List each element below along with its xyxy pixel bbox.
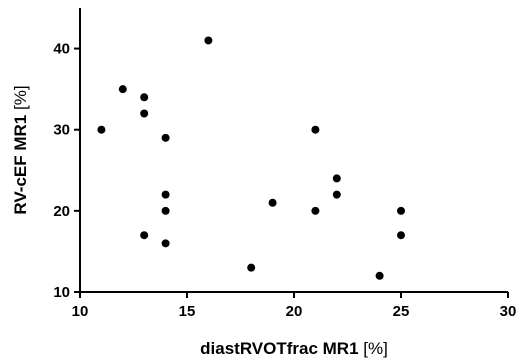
data-point	[268, 198, 277, 207]
data-point	[161, 190, 170, 199]
x-axis-title: diastRVOTfrac MR1 [%]	[200, 339, 388, 358]
data-points	[97, 36, 405, 280]
data-point	[247, 263, 256, 272]
y-axis-title-unit: [%]	[11, 85, 30, 110]
data-point	[161, 133, 170, 142]
y-tick-label: 40	[53, 41, 70, 58]
x-axis-title-main: diastRVOTfrac MR1	[200, 339, 358, 358]
x-ticks: 10 15 20 25 30	[72, 292, 517, 320]
y-tick-label: 10	[53, 284, 70, 301]
data-point	[311, 125, 320, 134]
data-point	[140, 231, 149, 240]
data-point	[161, 239, 170, 248]
axes	[79, 8, 508, 293]
data-point	[397, 206, 405, 215]
x-tick-label: 20	[286, 303, 303, 320]
y-tick-label: 30	[53, 122, 70, 139]
x-axis-title-unit: [%]	[363, 339, 388, 358]
x-tick-label: 25	[393, 303, 410, 320]
y-ticks: 10 20 30 40	[53, 41, 80, 301]
data-point	[118, 85, 127, 94]
data-point	[161, 206, 170, 215]
data-point	[204, 36, 213, 45]
data-point	[97, 125, 106, 134]
data-point	[332, 190, 341, 199]
data-point	[311, 206, 320, 215]
y-axis-title: RV-cEF MR1 [%]	[11, 85, 30, 214]
x-tick-label: 30	[500, 303, 517, 320]
x-tick-label: 15	[179, 303, 196, 320]
y-tick-label: 20	[53, 203, 70, 220]
x-tick-label: 10	[72, 303, 89, 320]
data-point	[140, 93, 149, 102]
y-axis-title-main: RV-cEF MR1	[11, 115, 30, 215]
data-point	[397, 231, 405, 240]
data-point	[140, 109, 149, 118]
data-point	[332, 174, 341, 183]
data-point	[375, 271, 384, 280]
